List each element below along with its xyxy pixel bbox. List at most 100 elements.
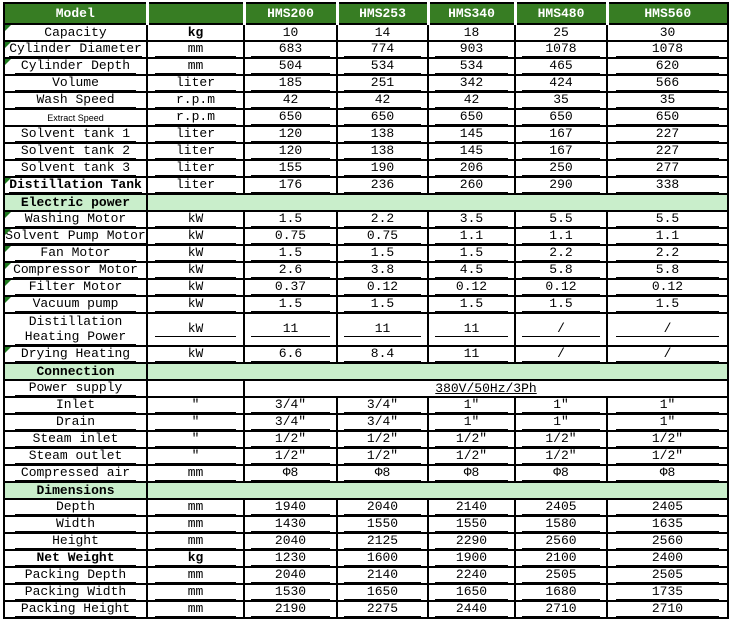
unit-label: mm bbox=[155, 60, 237, 73]
cell-value: 2040 bbox=[251, 569, 329, 582]
cell-value: 1/2″ bbox=[435, 450, 508, 463]
cell-value: 2560 bbox=[522, 535, 599, 548]
cell-value: 42 bbox=[344, 94, 421, 107]
cell-value: 465 bbox=[522, 60, 599, 73]
value-cell: 5.5 bbox=[606, 210, 729, 229]
cell-value: 1/2″ bbox=[616, 433, 718, 446]
cell-value: 3/4″ bbox=[344, 399, 421, 412]
unit-label: r.p.m bbox=[155, 94, 237, 107]
value-cell: Φ8 bbox=[514, 464, 608, 483]
cell-value: 2710 bbox=[616, 603, 718, 616]
unit-label: kg bbox=[187, 24, 204, 40]
cell-value: 1940 bbox=[251, 501, 329, 514]
row-label: Solvent Pump Motor bbox=[5, 228, 146, 243]
table-row: Inlet ″ 3/4″ 3/4″ 1″ 1″ 1″ bbox=[3, 396, 729, 415]
table-row: Capacity kg 10 14 18 25 30 bbox=[3, 23, 729, 42]
cell-note-flag-icon bbox=[6, 247, 11, 252]
value-cell: 251 bbox=[336, 74, 429, 93]
row-label-cell: Cylinder Diameter bbox=[3, 40, 148, 59]
cell-value: 260 bbox=[435, 179, 508, 192]
value-cell: 42 bbox=[243, 91, 338, 110]
table-row: Drying Heating kW 6.6 8.4 11 / / bbox=[3, 345, 729, 364]
value-cell: 1.5 bbox=[336, 244, 429, 263]
unit-label: kW bbox=[155, 264, 237, 277]
value-cell: / bbox=[514, 345, 608, 364]
unit-label: mm bbox=[155, 518, 237, 531]
unit-column-header-cell bbox=[145, 2, 246, 25]
unit-label: liter bbox=[155, 77, 237, 90]
cell-value: 18 bbox=[463, 24, 480, 40]
table-row: Packing Width mm 1530 1650 1650 1680 1735 bbox=[3, 583, 729, 602]
row-label: Filter Motor bbox=[15, 281, 136, 294]
cell-value: 2140 bbox=[435, 501, 508, 514]
cell-value: 1/2″ bbox=[522, 433, 599, 446]
value-cell: / bbox=[514, 312, 608, 347]
cell-value: 2040 bbox=[344, 501, 421, 514]
model-header-cell: Model bbox=[3, 2, 149, 25]
table-row: Wash Speed r.p.m 42 42 42 35 35 bbox=[3, 91, 729, 110]
value-cell: 1/2″ bbox=[606, 447, 729, 466]
unit-cell: liter bbox=[146, 142, 245, 161]
value-cell: 504 bbox=[243, 57, 338, 76]
cell-value: 2440 bbox=[435, 603, 508, 616]
row-label-cell: Drying Heating bbox=[3, 345, 148, 364]
unit-cell: r.p.m bbox=[146, 91, 245, 110]
value-cell: 227 bbox=[606, 142, 729, 161]
cell-value: 534 bbox=[344, 60, 421, 73]
value-cell: 18 bbox=[427, 23, 516, 42]
cell-value: 342 bbox=[435, 77, 508, 90]
cell-value: 650 bbox=[616, 111, 718, 124]
model-column-header-cell: HMS560 bbox=[605, 2, 729, 25]
cell-value: 11 bbox=[434, 322, 509, 337]
cell-value: 1/2″ bbox=[435, 433, 508, 446]
cell-value: 176 bbox=[251, 179, 329, 192]
value-cell: 3/4″ bbox=[336, 396, 429, 415]
value-cell: 185 bbox=[243, 74, 338, 93]
cell-value: 1″ bbox=[522, 399, 599, 412]
unit-cell: ″ bbox=[146, 430, 245, 449]
cell-value: 1078 bbox=[522, 43, 599, 56]
section-label: Connection bbox=[36, 363, 115, 379]
cell-value: 11 bbox=[344, 322, 421, 337]
value-cell: 2710 bbox=[514, 600, 608, 619]
unit-label: mm bbox=[155, 501, 237, 514]
table-row: Compressor Motor kW 2.6 3.8 4.5 5.8 5.8 bbox=[3, 261, 729, 280]
cell-value: 277 bbox=[616, 162, 718, 175]
value-cell: Φ8 bbox=[336, 464, 429, 483]
cell-value: / bbox=[616, 348, 718, 361]
cell-value: 1″ bbox=[435, 416, 508, 429]
row-label-cell: Distillation Tank bbox=[3, 176, 148, 195]
cell-value: 42 bbox=[251, 94, 329, 107]
row-label: Solvent tank 2 bbox=[15, 145, 136, 158]
cell-value: 1580 bbox=[522, 518, 599, 531]
cell-value: 2240 bbox=[435, 569, 508, 582]
cell-value: 2560 bbox=[616, 535, 718, 548]
value-cell: 206 bbox=[427, 159, 516, 178]
cell-value: / bbox=[616, 322, 719, 337]
cell-value: 1900 bbox=[435, 552, 508, 565]
cell-value: 1″ bbox=[616, 399, 718, 412]
cell-value: 424 bbox=[522, 77, 599, 90]
cell-value: 1.5 bbox=[344, 247, 421, 260]
row-label-cell: Steam inlet bbox=[3, 430, 148, 449]
row-label: Fan Motor bbox=[15, 247, 136, 260]
table-row: Width mm 1430 1550 1550 1580 1635 bbox=[3, 515, 729, 534]
value-cell: 774 bbox=[336, 40, 429, 59]
cell-value: 5.5 bbox=[616, 213, 718, 226]
cell-value: 145 bbox=[435, 128, 508, 141]
row-label-cell: Power supply bbox=[3, 379, 148, 398]
cell-value: 3.8 bbox=[344, 264, 421, 277]
cell-value: 227 bbox=[616, 128, 718, 141]
value-cell: 1/2″ bbox=[427, 447, 516, 466]
row-label-cell: Solvent tank 1 bbox=[3, 125, 148, 144]
unit-cell: liter bbox=[146, 125, 245, 144]
cell-value: 2040 bbox=[251, 535, 329, 548]
cell-value: Φ8 bbox=[435, 467, 508, 480]
header-label: HMS253 bbox=[359, 5, 406, 21]
value-cell: 2290 bbox=[427, 532, 516, 551]
table-row: Net Weight kg 1230 1600 1900 2100 2400 bbox=[3, 549, 729, 568]
cell-value: / bbox=[522, 348, 599, 361]
value-cell: 2505 bbox=[514, 566, 608, 585]
value-cell: 2560 bbox=[606, 532, 729, 551]
cell-value: 620 bbox=[616, 60, 718, 73]
